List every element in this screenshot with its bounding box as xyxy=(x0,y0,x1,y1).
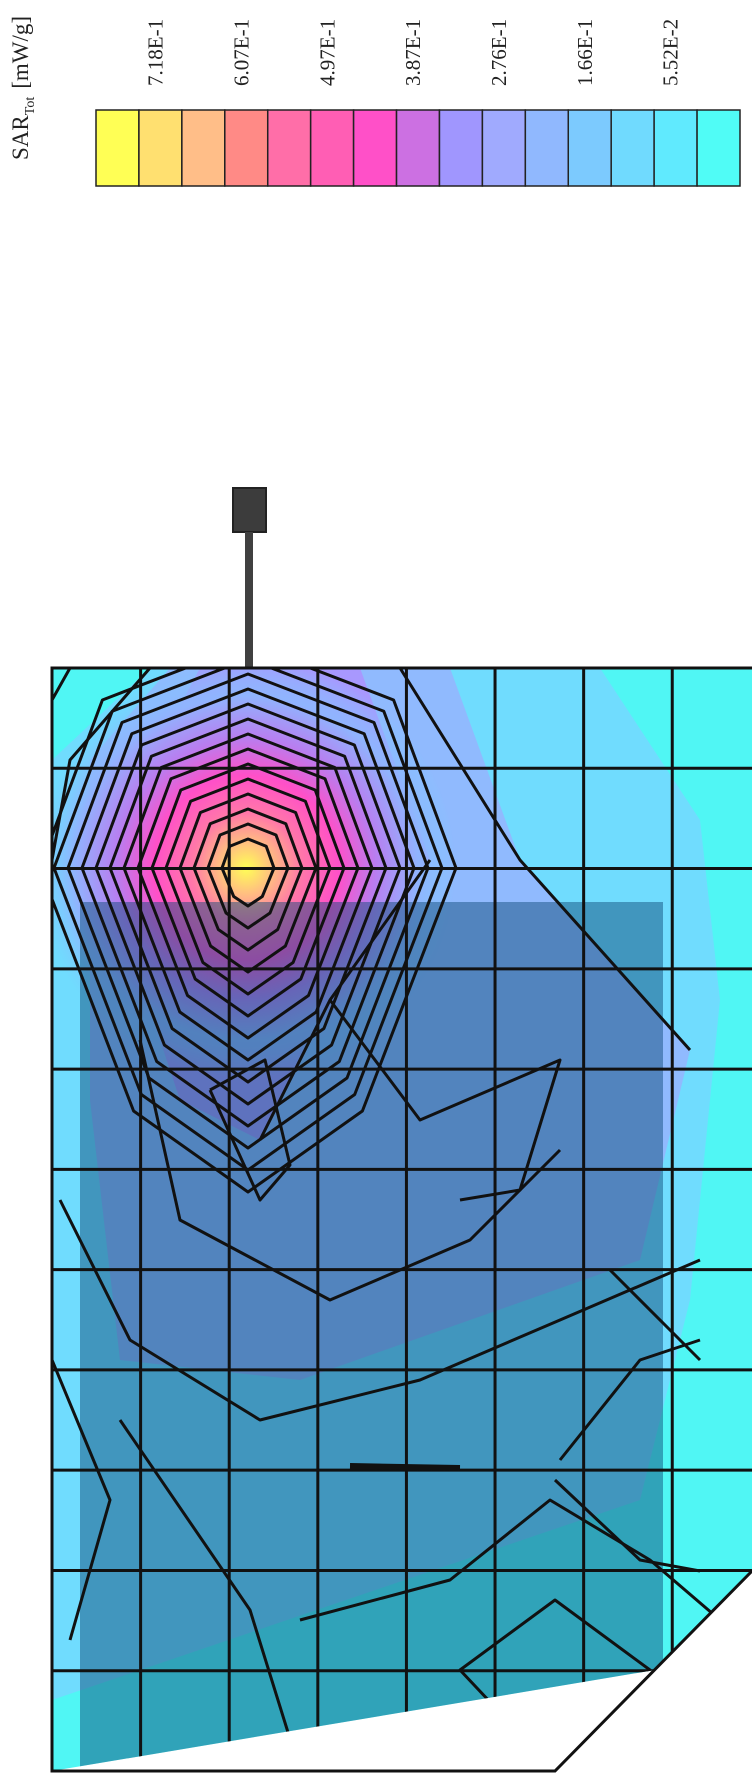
colorbar-swatch xyxy=(395,109,441,187)
colorbar-tick-label: 2.76E-1 xyxy=(487,19,511,86)
contour-line xyxy=(136,747,360,1040)
colorbar-swatch xyxy=(653,109,698,187)
contour-line xyxy=(138,1039,562,1302)
colorbar-swatch xyxy=(181,109,226,187)
contour-line xyxy=(118,1419,302,1771)
contour-line xyxy=(220,837,276,908)
field-hotspot xyxy=(52,668,458,1110)
phantom-corner xyxy=(555,1670,660,1771)
colorbar-tick-label: 1.66E-1 xyxy=(573,19,597,86)
contour-line xyxy=(206,822,290,930)
colorbar-swatch xyxy=(309,109,355,187)
colorbar-swatch xyxy=(266,109,312,187)
colorbar-tick-label: 4.97E-1 xyxy=(315,19,339,86)
contour-line xyxy=(52,668,458,1194)
contour-lines xyxy=(52,668,721,1771)
colorbar-tick-label: 7.18E-1 xyxy=(144,19,168,86)
colorbar-tick-labels: 7.18E-1 6.07E-1 4.97E-1 3.87E-1 2.76E-1 1.66E… xyxy=(144,19,683,86)
contour-line xyxy=(52,668,152,861)
colorbar-legend: SARTot[mW/g] 7.18E-1 6.07E-1 4.97E-1 3.87E-… xyxy=(8,16,741,187)
probe-head xyxy=(232,487,267,533)
contour-line xyxy=(66,672,430,1150)
sar-plot xyxy=(50,666,752,1773)
colorbar-swatch xyxy=(224,109,269,187)
probe-antenna xyxy=(232,487,267,668)
contour-line xyxy=(398,668,692,1052)
probe-stem xyxy=(245,532,253,668)
colorbar-tick-label: 3.87E-1 xyxy=(401,19,425,86)
contour-line xyxy=(94,702,402,1106)
colorbar-tick-label: 6.07E-1 xyxy=(229,19,253,86)
colorbar-title: SARTot[mW/g] xyxy=(8,16,38,160)
colorbar-swatch xyxy=(696,109,741,187)
contour-line xyxy=(192,807,304,952)
colorbar-swatch xyxy=(438,109,484,187)
plot-outline xyxy=(50,666,752,1773)
phantom-overlay xyxy=(80,902,663,1771)
contour-line xyxy=(150,762,346,1018)
contour-line xyxy=(558,1338,701,1461)
contour-line xyxy=(178,792,318,974)
colorbar-tick-label: 5.52E-2 xyxy=(659,19,683,86)
contour-line xyxy=(164,777,332,996)
colorbar-swatch xyxy=(524,109,570,187)
contour-line xyxy=(52,1359,112,1641)
colorbar-swatch xyxy=(95,109,140,187)
contour-line xyxy=(328,999,562,1202)
contour-line xyxy=(608,1268,702,1362)
colorbar-swatch xyxy=(610,109,655,187)
probe-marker xyxy=(349,1463,461,1471)
contour-line xyxy=(122,732,374,1062)
contour-line xyxy=(108,717,388,1084)
colorbar-swatch xyxy=(567,109,612,187)
colorbar-swatch xyxy=(481,109,527,187)
contour-line xyxy=(80,687,416,1128)
colorbar-swatches xyxy=(95,109,741,187)
colorbar-swatch xyxy=(138,109,183,187)
colorbar-swatch xyxy=(352,109,398,187)
measurement-grid xyxy=(52,668,752,1771)
